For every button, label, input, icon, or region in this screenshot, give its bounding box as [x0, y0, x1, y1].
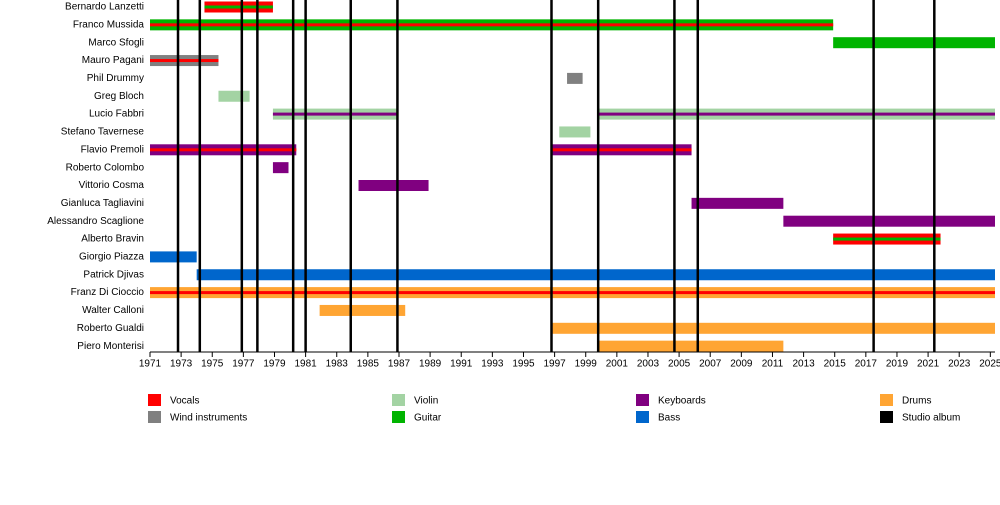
tenure-stripe — [272, 112, 398, 116]
member-label: Vittorio Cosma — [79, 180, 145, 191]
x-tick-label: 2025 — [979, 359, 1000, 370]
x-tick-label: 1973 — [170, 359, 193, 370]
x-tick-label: 1987 — [388, 359, 411, 370]
legend-swatch — [880, 394, 893, 406]
tenure-bar — [358, 180, 429, 191]
tenure-bar — [150, 251, 197, 263]
legend-swatch — [880, 411, 893, 423]
member-label: Franco Mussida — [73, 19, 145, 30]
tenure-stripe — [150, 148, 297, 152]
tenure-stripe — [150, 59, 219, 63]
member-label: Patrick Djivas — [83, 269, 144, 280]
legend-label: Studio album — [902, 413, 960, 424]
x-tick-label: 1977 — [232, 359, 255, 370]
legend-label: Vocals — [170, 396, 199, 407]
x-tick-label: 2021 — [917, 359, 940, 370]
member-label: Gianluca Tagliavini — [61, 198, 144, 209]
x-tick-label: 1995 — [512, 359, 535, 370]
legend-swatch — [148, 394, 161, 406]
x-tick-label: 2001 — [606, 359, 629, 370]
x-tick-label: 2007 — [699, 359, 722, 370]
tenure-bar — [196, 269, 996, 281]
x-tick-label: 2019 — [886, 359, 909, 370]
x-tick-label: 1985 — [357, 359, 380, 370]
member-label: Alberto Bravin — [81, 234, 144, 245]
member-label: Roberto Gualdi — [77, 323, 144, 334]
tenure-bar — [218, 90, 250, 102]
legend-label: Violin — [414, 396, 438, 407]
tenure-bar — [598, 340, 784, 352]
tenure-bar — [783, 215, 995, 227]
legend-swatch — [636, 394, 649, 406]
tenure-bar — [833, 37, 995, 49]
x-tick-label: 2003 — [637, 359, 660, 370]
x-tick-label: 2015 — [824, 359, 847, 370]
x-tick-label: 2009 — [730, 359, 753, 370]
x-tick-label: 2005 — [668, 359, 691, 370]
tenure-bar — [551, 322, 995, 334]
member-label: Flavio Premoli — [81, 144, 144, 155]
legend-label: Drums — [902, 396, 931, 407]
x-tick-label: 1981 — [294, 359, 317, 370]
member-label: Walter Calloni — [82, 305, 144, 316]
tenure-stripe — [598, 112, 995, 116]
tenure-stripe — [150, 291, 995, 295]
legend-label: Guitar — [414, 413, 442, 424]
x-tick-label: 2013 — [792, 359, 815, 370]
tenure-bar — [272, 162, 289, 174]
member-label: Bernardo Lanzetti — [65, 2, 144, 13]
legend-swatch — [148, 411, 161, 423]
x-tick-label: 1999 — [575, 359, 598, 370]
member-label: Alessandro Scaglione — [47, 216, 144, 227]
legend-label: Bass — [658, 413, 680, 424]
member-label: Piero Monterisi — [77, 341, 144, 352]
tenure-stripe — [833, 237, 941, 241]
x-tick-label: 1989 — [419, 359, 442, 370]
x-tick-label: 1993 — [481, 359, 504, 370]
tenure-bar — [691, 197, 784, 209]
tenure-stripe — [204, 5, 273, 9]
x-tick-label: 1997 — [543, 359, 566, 370]
legend-label: Wind instruments — [170, 413, 247, 424]
legend-swatch — [636, 411, 649, 423]
member-label: Marco Sfogli — [88, 37, 144, 48]
x-tick-label: 1971 — [139, 359, 162, 370]
legend-label: Keyboards — [658, 396, 706, 407]
tenure-bar — [319, 304, 406, 316]
x-tick-label: 2017 — [855, 359, 878, 370]
legend-swatch — [392, 411, 405, 423]
x-tick-label: 2023 — [948, 359, 971, 370]
member-label: Roberto Colombo — [66, 162, 145, 173]
x-tick-label: 1983 — [326, 359, 349, 370]
member-label: Phil Drummy — [87, 73, 144, 84]
tenure-bar — [559, 126, 591, 138]
x-tick-label: 1975 — [201, 359, 224, 370]
x-tick-label: 2011 — [762, 359, 784, 370]
tenure-bar — [567, 72, 583, 84]
member-label: Mauro Pagani — [82, 55, 144, 66]
x-tick-label: 1979 — [263, 359, 286, 370]
member-label: Greg Bloch — [94, 91, 144, 102]
member-label: Stefano Tavernese — [61, 127, 145, 138]
x-tick-label: 1991 — [450, 359, 473, 370]
legend-swatch — [392, 394, 405, 406]
member-label: Franz Di Cioccio — [71, 287, 145, 298]
tenure-stripe — [551, 148, 692, 152]
member-label: Giorgio Piazza — [79, 252, 144, 263]
tenure-stripe — [150, 23, 834, 27]
member-label: Lucio Fabbri — [89, 109, 144, 120]
